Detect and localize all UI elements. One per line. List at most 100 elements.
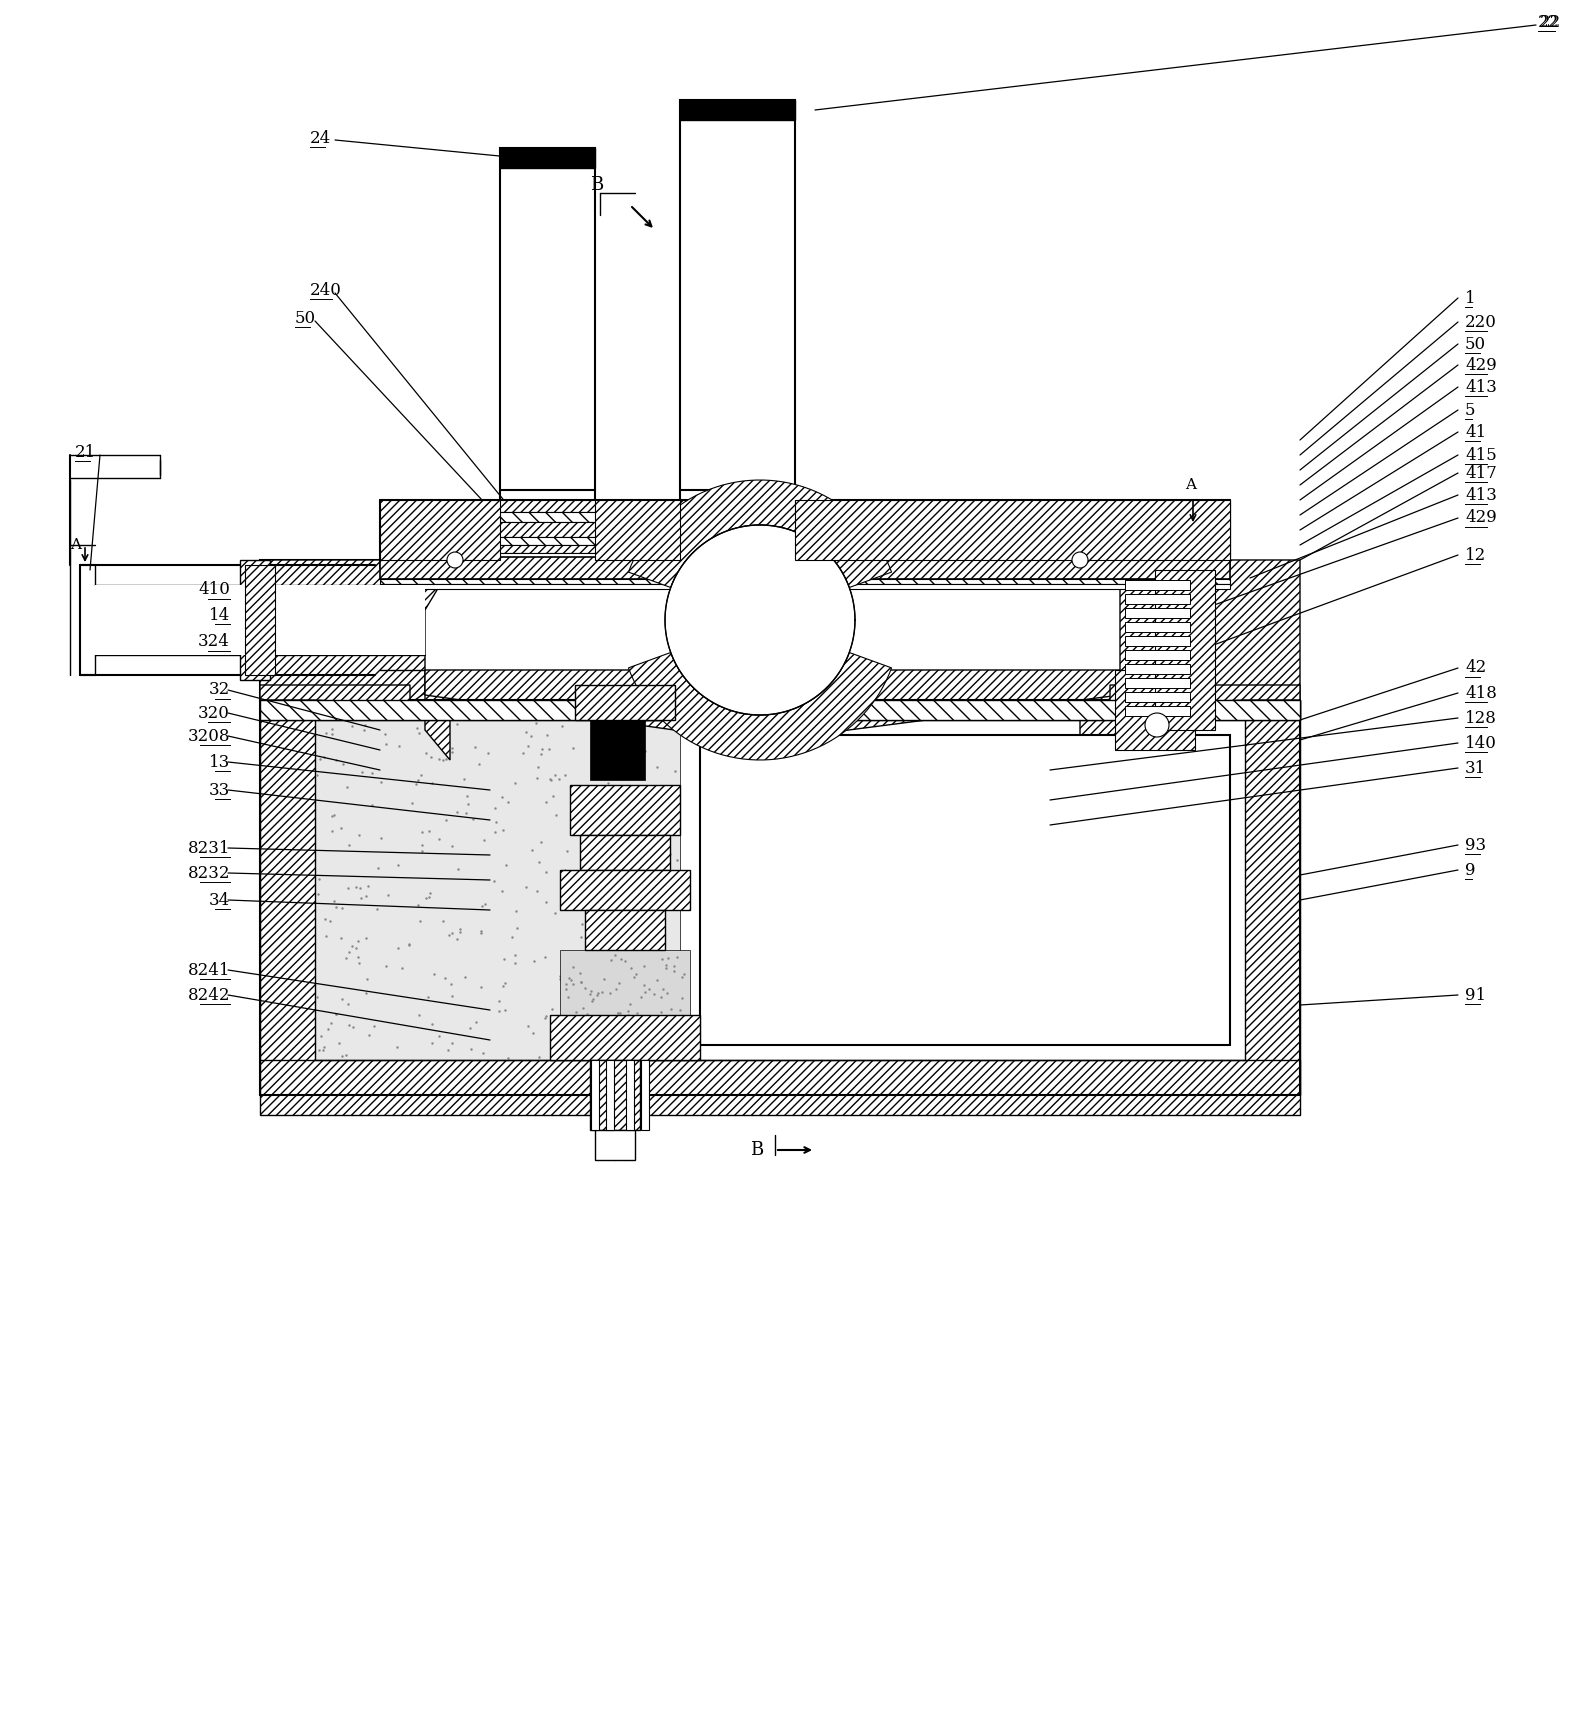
Text: 128: 128: [1464, 709, 1498, 727]
Bar: [626, 1060, 634, 1130]
Polygon shape: [628, 652, 892, 759]
Text: 14: 14: [208, 607, 230, 623]
Polygon shape: [1079, 561, 1300, 759]
Text: 22: 22: [1540, 14, 1561, 31]
Bar: [500, 149, 595, 490]
Text: 8241: 8241: [188, 962, 230, 979]
Bar: [380, 554, 1229, 557]
Bar: [595, 1130, 634, 1161]
Bar: [1125, 623, 1190, 631]
Text: 220: 220: [1464, 313, 1498, 330]
Bar: [1116, 670, 1195, 751]
Bar: [560, 950, 690, 1040]
Text: 418: 418: [1464, 685, 1498, 701]
Bar: [260, 701, 1300, 720]
Text: 50: 50: [295, 310, 316, 327]
Text: A: A: [69, 538, 80, 552]
Text: 50: 50: [1464, 336, 1486, 353]
Bar: [574, 685, 675, 720]
Polygon shape: [424, 670, 1120, 746]
Circle shape: [1071, 552, 1087, 567]
Bar: [1125, 706, 1190, 716]
Bar: [380, 585, 1229, 588]
Bar: [590, 1060, 641, 1130]
Text: 93: 93: [1464, 837, 1486, 853]
Bar: [380, 580, 1229, 585]
Bar: [1125, 580, 1190, 590]
Bar: [585, 910, 664, 950]
Bar: [606, 1060, 614, 1130]
Text: 41: 41: [1464, 424, 1486, 441]
Text: 1: 1: [1464, 289, 1475, 306]
Bar: [380, 522, 1229, 536]
Bar: [795, 500, 1229, 561]
Bar: [595, 500, 680, 561]
Text: 3208: 3208: [188, 728, 230, 744]
Text: 5: 5: [1464, 401, 1475, 419]
Polygon shape: [260, 561, 450, 759]
Text: 9: 9: [1464, 862, 1475, 879]
Text: 33: 33: [208, 782, 230, 799]
Bar: [1125, 607, 1190, 618]
Text: 413: 413: [1464, 379, 1498, 396]
Bar: [1245, 701, 1300, 1095]
Text: 324: 324: [199, 633, 230, 650]
Text: 24: 24: [309, 130, 331, 147]
Circle shape: [1146, 713, 1169, 737]
Bar: [500, 149, 595, 168]
Text: 415: 415: [1464, 446, 1498, 464]
Bar: [316, 720, 680, 1060]
Polygon shape: [260, 685, 410, 706]
Text: 21: 21: [76, 443, 96, 460]
Text: 410: 410: [199, 581, 230, 599]
Text: 140: 140: [1464, 735, 1498, 751]
Bar: [1125, 664, 1190, 675]
Bar: [1155, 569, 1215, 730]
Text: 32: 32: [208, 682, 230, 699]
Bar: [240, 561, 270, 680]
Polygon shape: [260, 561, 380, 701]
Text: 34: 34: [208, 891, 230, 908]
Text: 417: 417: [1464, 464, 1498, 481]
Bar: [260, 701, 316, 1095]
Bar: [680, 100, 795, 490]
Bar: [560, 870, 690, 910]
Bar: [551, 1016, 701, 1060]
Text: 22: 22: [1539, 14, 1559, 31]
Text: 240: 240: [309, 282, 342, 299]
Text: 42: 42: [1464, 659, 1486, 676]
Bar: [1125, 692, 1190, 702]
Text: 12: 12: [1464, 547, 1486, 564]
Text: 8242: 8242: [188, 986, 230, 1003]
Bar: [701, 735, 1229, 1045]
Text: 429: 429: [1464, 510, 1498, 526]
Text: A: A: [1185, 477, 1196, 491]
Text: B: B: [750, 1142, 764, 1159]
Bar: [380, 500, 500, 561]
Text: 413: 413: [1464, 486, 1498, 503]
Polygon shape: [1109, 685, 1300, 706]
Text: 8231: 8231: [188, 839, 230, 856]
Text: 8232: 8232: [188, 865, 230, 882]
Bar: [1125, 678, 1190, 689]
Text: 91: 91: [1464, 986, 1486, 1003]
Text: 13: 13: [208, 754, 230, 770]
Polygon shape: [664, 524, 855, 714]
Bar: [590, 720, 645, 780]
Bar: [680, 100, 795, 119]
Text: 31: 31: [1464, 759, 1486, 777]
Bar: [260, 1060, 1300, 1116]
Text: B: B: [590, 176, 603, 194]
Bar: [592, 1060, 600, 1130]
Polygon shape: [628, 479, 892, 588]
Bar: [581, 836, 671, 870]
Bar: [570, 785, 680, 836]
Bar: [380, 545, 1229, 554]
Bar: [260, 701, 1300, 720]
Text: 320: 320: [199, 704, 230, 721]
Bar: [1125, 637, 1190, 645]
Bar: [95, 585, 424, 656]
Bar: [380, 536, 1229, 545]
Bar: [380, 557, 1229, 580]
Text: 429: 429: [1464, 356, 1498, 374]
